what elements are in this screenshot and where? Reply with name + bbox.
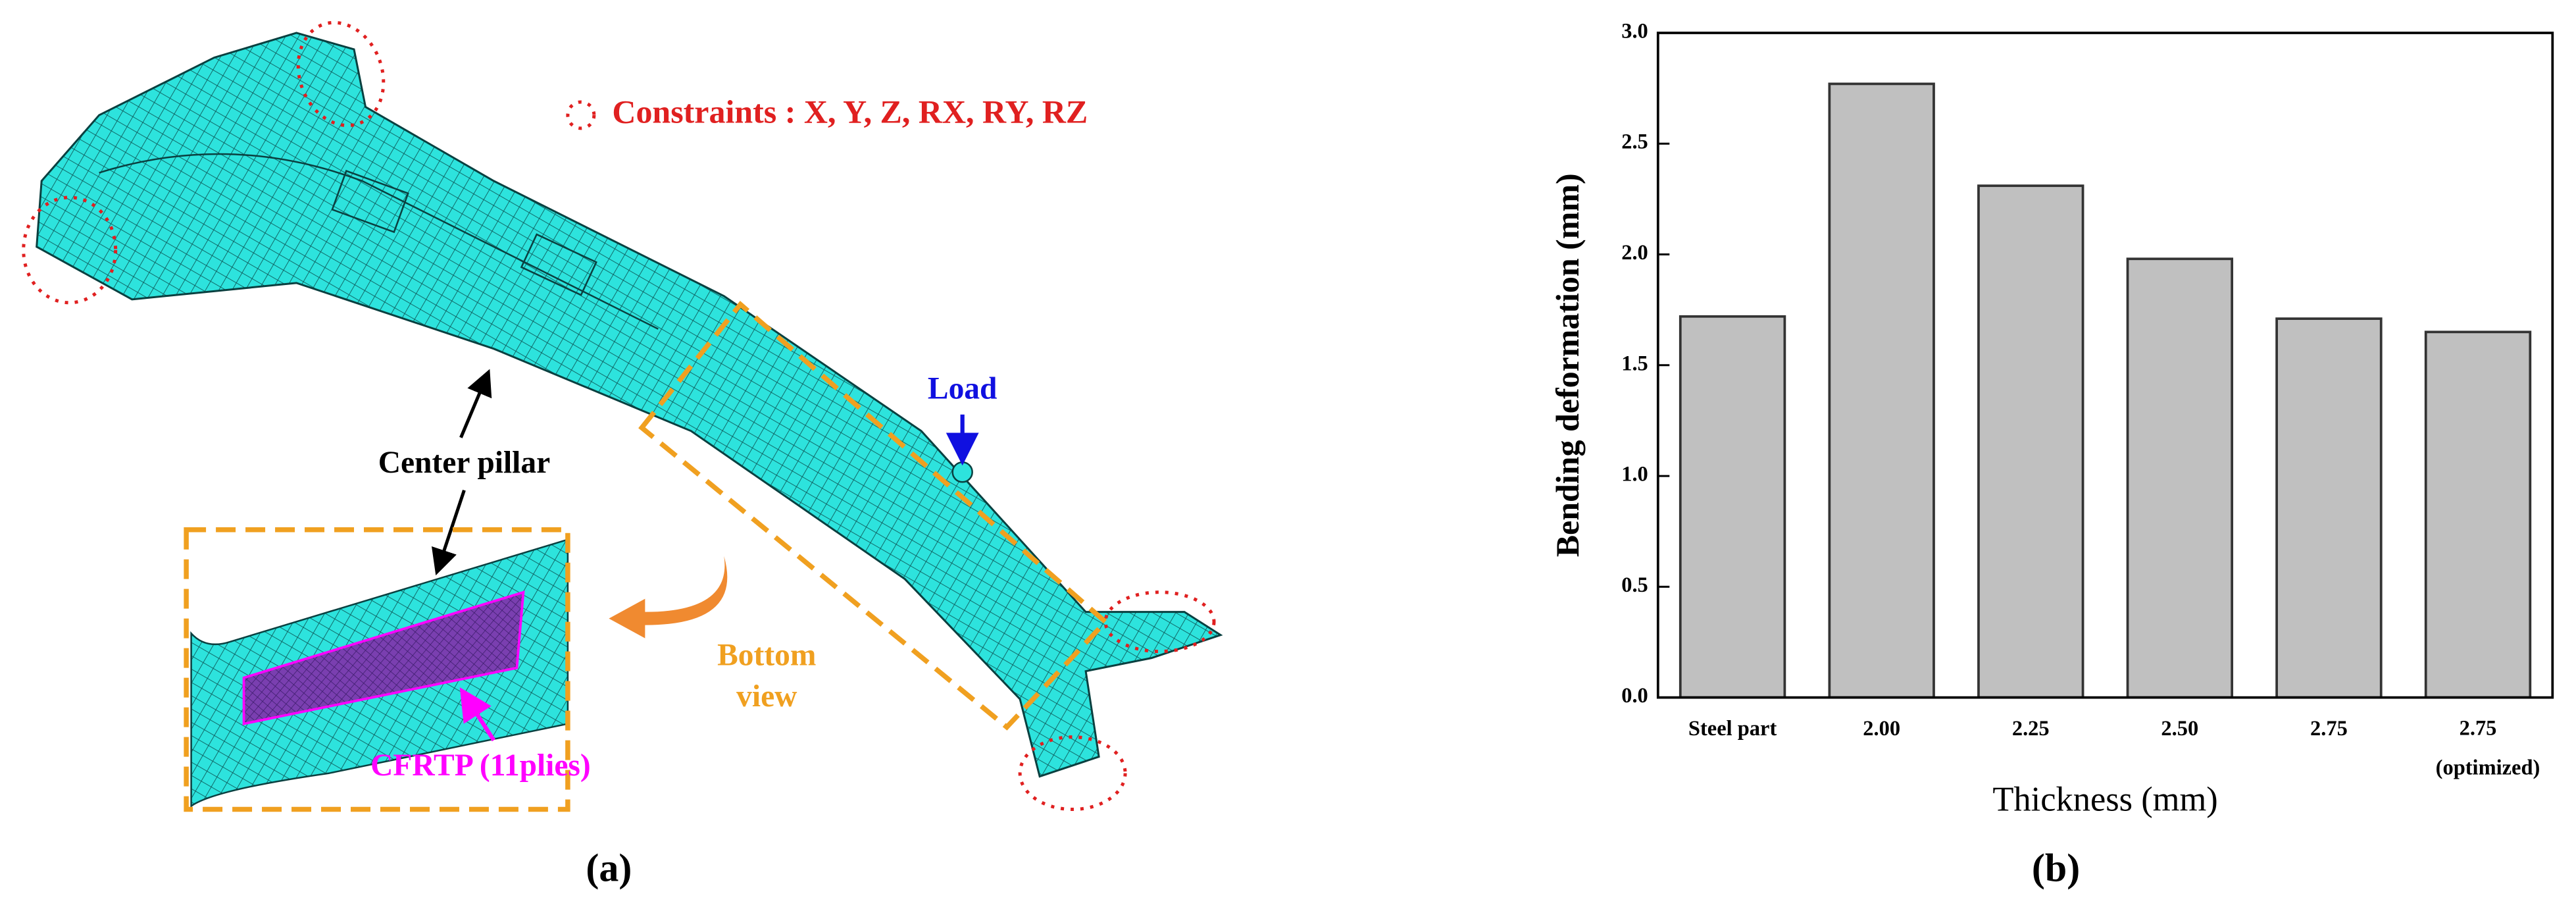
bar	[2126, 257, 2234, 699]
bar	[2275, 317, 2383, 699]
y-tick-label: 0.0	[1621, 684, 1648, 708]
cfrtp-label: CFRTP (11plies)	[370, 748, 591, 783]
bottom-view-arrow	[609, 556, 728, 639]
text-line: Bottom	[717, 639, 816, 673]
y-tick-label: 2.0	[1621, 241, 1648, 265]
bar	[1977, 184, 2084, 699]
y-tick-label: 2.5	[1621, 130, 1648, 154]
arrow	[431, 489, 466, 576]
bar	[1679, 315, 1786, 699]
y-tick-label: 3.0	[1621, 19, 1648, 43]
bar	[2424, 330, 2532, 699]
bar	[1828, 82, 1935, 699]
arrow	[459, 369, 492, 438]
bar-chart: 0.0 0.5 1.0 1.5 2.0 2.5 3.0 Steel part 2.00 2.25 2…	[1621, 19, 2554, 780]
zoom-box	[638, 300, 1109, 731]
x-tick-label: 2.75	[2310, 717, 2348, 741]
panel-label: (b)	[2032, 846, 2080, 889]
load-label: Load	[928, 372, 998, 406]
x-axis-label: Thickness (mm)	[1992, 781, 2217, 819]
y-tick-label: 1.0	[1621, 463, 1648, 486]
x-tick-label: Steel part	[1688, 717, 1777, 741]
plot-frame	[1656, 32, 2554, 699]
constraints-label: Constraints : X, Y, Z, RX, RY, RZ	[612, 93, 1088, 130]
x-tick-label: 2.00	[1863, 717, 1900, 741]
bottom-view-label: Bottom view	[717, 639, 816, 714]
panel-label: (a)	[586, 846, 632, 889]
cfrtp-arrow	[459, 687, 496, 742]
y-tick-label: 1.5	[1621, 352, 1648, 375]
x-tick-label: 2.25	[2012, 717, 2050, 741]
center-pillar-label: Center pillar	[378, 446, 550, 480]
inset	[184, 527, 570, 812]
text-line: view	[736, 679, 797, 714]
y-tick-label: 0.5	[1621, 573, 1648, 597]
x-tick-label: 2.75 (optimized)	[2436, 717, 2540, 780]
x-tick-label: 2.50	[2161, 717, 2198, 741]
y-axis-label: Bending deformation (mm)	[1549, 173, 1586, 557]
